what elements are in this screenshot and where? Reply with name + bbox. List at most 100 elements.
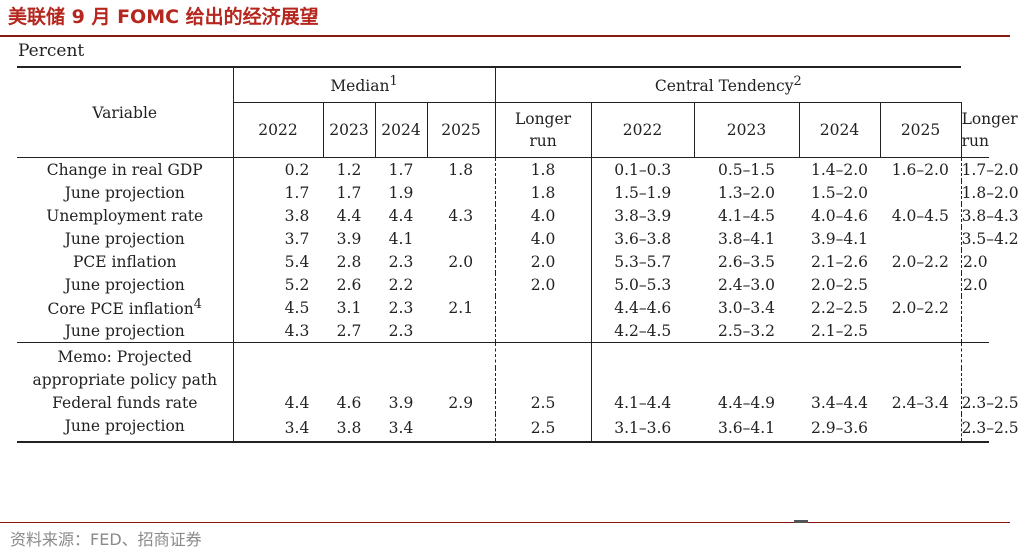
value-cell: 1.8 [494, 157, 592, 181]
range-cell: 1.4–2.0 [810, 160, 869, 179]
value-cell: 4.1 [388, 229, 414, 248]
range-cell: 2.1–2.5 [810, 321, 869, 340]
range-cell: 4.1–4.5 [717, 206, 776, 225]
range-cell: 0.1–0.3 [590, 157, 695, 181]
table-row: June projection 3.4 3.8 3.4 2.5 3.1–3.6 3.6… [17, 414, 1019, 443]
range-cell [880, 319, 961, 343]
value-cell [494, 319, 592, 343]
range-cell: 2.2–2.5 [810, 298, 869, 317]
range-cell: 3.1–3.6 [590, 414, 695, 443]
row-label: Change in real GDP [46, 160, 203, 179]
value-cell [427, 227, 495, 250]
range-cell: 5.0–5.3 [590, 273, 695, 296]
range-cell: 4.2–4.5 [590, 319, 695, 343]
value-cell: 5.4 [284, 252, 310, 271]
value-cell: 4.4 [336, 206, 362, 225]
table-row: Core PCE inflation4 4.5 3.1 2.3 2.1 4.4–4.6… [17, 296, 989, 319]
value-cell: 2.5 [494, 414, 592, 443]
value-cell: 4.3 [284, 321, 310, 340]
range-cell: 2.0 [960, 273, 989, 296]
range-cell: 5.3–5.7 [590, 250, 695, 273]
range-cell: 2.6–3.5 [717, 252, 776, 271]
memo-row: Memo: Projected [17, 342, 989, 368]
value-cell: 4.4 [284, 393, 310, 412]
value-cell: 2.3 [388, 298, 414, 317]
memo-label: appropriate policy path [32, 370, 218, 389]
range-cell: 1.5–2.0 [810, 183, 869, 202]
value-cell [427, 414, 496, 443]
table-row: PCE inflation 5.4 2.8 2.3 2.0 2.0 5.3–5.7 2.… [17, 250, 989, 273]
row-label: Unemployment rate [46, 206, 204, 225]
range-cell: 1.8–2.0 [960, 181, 1019, 204]
range-cell: 4.0–4.5 [891, 206, 949, 225]
range-cell: 2.0 [960, 250, 989, 273]
range-cell: 2.0–2.5 [810, 275, 869, 294]
value-cell: 2.3 [388, 321, 414, 340]
range-cell: 3.6–3.8 [590, 227, 695, 250]
value-cell: 2.8 [336, 252, 362, 271]
value-cell: 3.8 [284, 206, 310, 225]
row-label: Core PCE inflation4 [47, 296, 202, 319]
unit-label: Percent [18, 41, 85, 61]
median-year-2024: 2024 [374, 102, 427, 158]
value-cell: 1.8 [494, 181, 592, 204]
value-cell [494, 296, 592, 319]
page-title: 美联储 9 月 FOMC 给出的经济展望 [8, 6, 319, 28]
title-divider [0, 35, 1010, 37]
value-cell: 4.5 [284, 298, 310, 317]
table-row: June projection 3.7 3.9 4.1 4.0 3.6–3.8 3.8… [17, 227, 1019, 250]
central-year-2024: 2024 [798, 102, 881, 158]
table-row: June projection 1.7 1.7 1.9 1.8 1.5–1.9 1.3… [17, 181, 1019, 204]
range-cell: 3.6–4.1 [694, 414, 800, 443]
table-row: June projection 5.2 2.6 2.2 2.0 5.0–5.3 2.4… [17, 273, 989, 296]
central-longer-run: Longer run [961, 102, 1018, 158]
range-cell: 1.6–2.0 [891, 160, 949, 179]
central-year-2025: 2025 [879, 102, 962, 158]
value-cell: 4.0 [494, 227, 592, 250]
range-cell: 1.7–2.0 [960, 157, 1019, 181]
value-cell: 2.0 [494, 250, 592, 273]
variable-header: Variable [17, 66, 233, 158]
range-cell: 2.1–2.6 [810, 252, 869, 271]
range-cell [880, 414, 962, 443]
value-cell: 4.3 [448, 206, 474, 225]
median-year-2022: 2022 [232, 102, 323, 158]
memo-row: appropriate policy path [17, 368, 989, 391]
value-cell: 1.7 [388, 160, 414, 179]
value-cell: 4.0 [494, 204, 592, 227]
central-year-2023: 2023 [693, 102, 800, 158]
median-year-2023: 2023 [322, 102, 375, 158]
range-cell: 1.3–2.0 [717, 183, 776, 202]
range-cell: 2.0–2.2 [891, 252, 949, 271]
table-row: Change in real GDP 0.2 1.2 1.7 1.8 1.8 0.1–… [17, 157, 1019, 181]
value-cell: 3.4 [375, 414, 427, 443]
range-cell: 2.5–3.2 [717, 321, 776, 340]
central-tendency-header: Central Tendency2 [494, 66, 962, 103]
range-cell [880, 227, 961, 250]
row-label: June projection [64, 321, 185, 340]
value-cell: 2.2 [388, 275, 414, 294]
range-cell: 2.0–2.2 [891, 298, 949, 317]
value-cell: 3.4 [271, 414, 323, 443]
value-cell: 2.6 [336, 275, 362, 294]
range-cell: 2.4–3.0 [717, 275, 776, 294]
range-cell [960, 319, 989, 343]
range-cell: 3.9–4.1 [810, 229, 869, 248]
value-cell: 2.0 [448, 252, 474, 271]
table-row: Federal funds rate 4.4 4.6 3.9 2.9 2.5 4.1–… [17, 391, 1019, 414]
value-cell: 3.9 [336, 229, 362, 248]
value-cell: 4.6 [336, 393, 362, 412]
range-cell: 3.4–4.4 [810, 393, 869, 412]
range-cell: 3.0–3.4 [717, 298, 776, 317]
range-cell: 3.8–3.9 [590, 204, 695, 227]
value-cell: 3.7 [284, 229, 310, 248]
value-cell: 5.2 [284, 275, 310, 294]
range-cell: 0.5–1.5 [717, 160, 776, 179]
range-cell: 2.3–2.5 [960, 391, 1019, 414]
range-cell: 2.3–2.5 [960, 414, 1019, 443]
central-tendency-footnote: 2 [793, 74, 802, 90]
median-header: Median1 [232, 66, 496, 103]
value-cell: 4.4 [388, 206, 414, 225]
row-label: June projection [64, 229, 185, 248]
value-cell: 2.5 [494, 391, 592, 414]
